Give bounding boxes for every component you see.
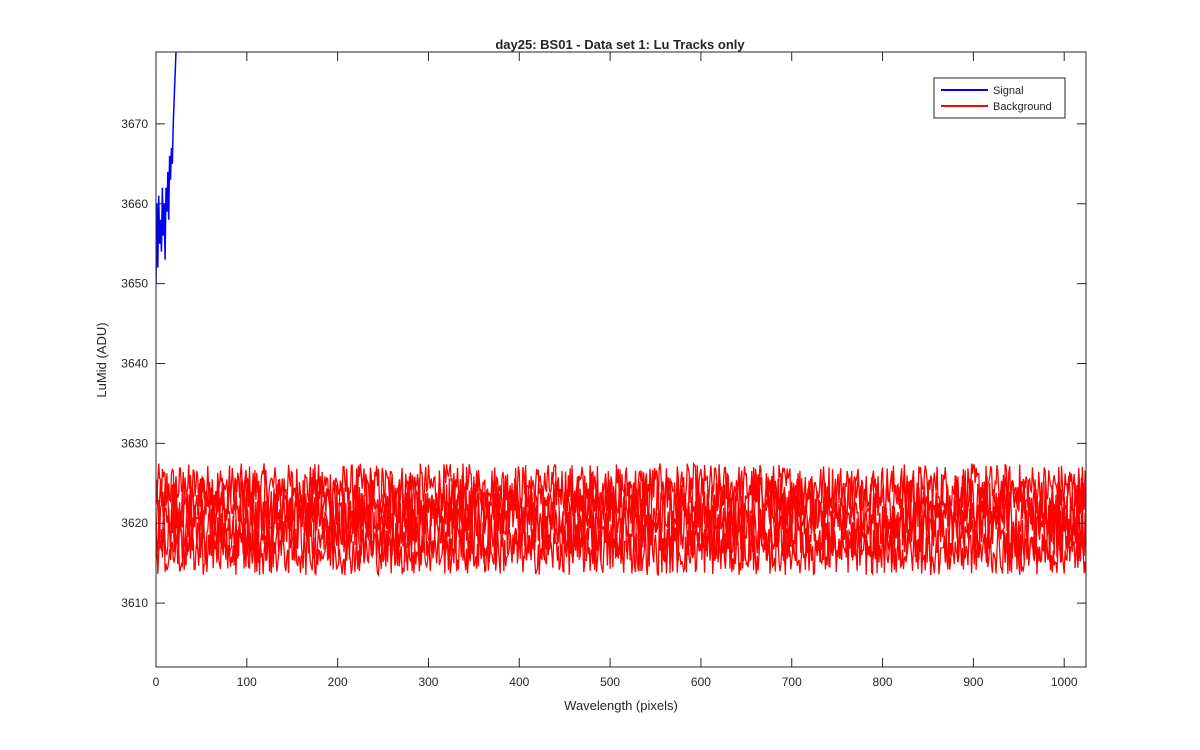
x-tick-label: 400 <box>509 675 529 689</box>
plot-lines <box>156 52 1086 578</box>
y-tick-label: 3620 <box>121 516 148 530</box>
x-tick-label: 0 <box>153 675 160 689</box>
x-tick-label: 300 <box>418 675 438 689</box>
background-track-line <box>156 507 1086 564</box>
legend-label-background: Background <box>993 101 1052 113</box>
legend-label-signal: Signal <box>993 85 1024 97</box>
background-track-line <box>156 489 1086 548</box>
x-axis-label: Wavelength (pixels) <box>564 698 678 713</box>
chart-title: day25: BS01 - Data set 1: Lu Tracks only <box>495 37 745 52</box>
y-axis: 3610 3620 3630 3640 3650 3660 3670 <box>121 117 1086 610</box>
x-tick-label: 200 <box>328 675 348 689</box>
legend-box <box>933 77 1066 119</box>
y-tick-label: 3640 <box>121 356 148 370</box>
y-tick-label: 3650 <box>121 277 148 291</box>
x-tick-label: 900 <box>963 675 983 689</box>
legend: Signal Background <box>933 77 1066 119</box>
x-tick-label: 600 <box>691 675 711 689</box>
x-tick-label: 800 <box>873 675 893 689</box>
y-tick-label: 3670 <box>121 117 148 131</box>
background-track-line <box>156 462 1086 513</box>
y-tick-label: 3630 <box>121 436 148 450</box>
x-tick-label: 700 <box>782 675 802 689</box>
plot-frame <box>155 51 1087 668</box>
y-tick-label: 3610 <box>121 596 148 610</box>
x-tick-label: 1000 <box>1051 675 1078 689</box>
x-tick-label: 500 <box>600 675 620 689</box>
y-tick-label: 3660 <box>121 197 148 211</box>
background-track-line <box>156 525 1086 578</box>
x-tick-label: 100 <box>237 675 257 689</box>
signal-series-line <box>156 52 177 284</box>
y-axis-label: LuMid (ADU) <box>94 322 109 397</box>
x-axis: 0 100 200 300 400 500 600 700 800 900 1000 <box>153 52 1078 689</box>
